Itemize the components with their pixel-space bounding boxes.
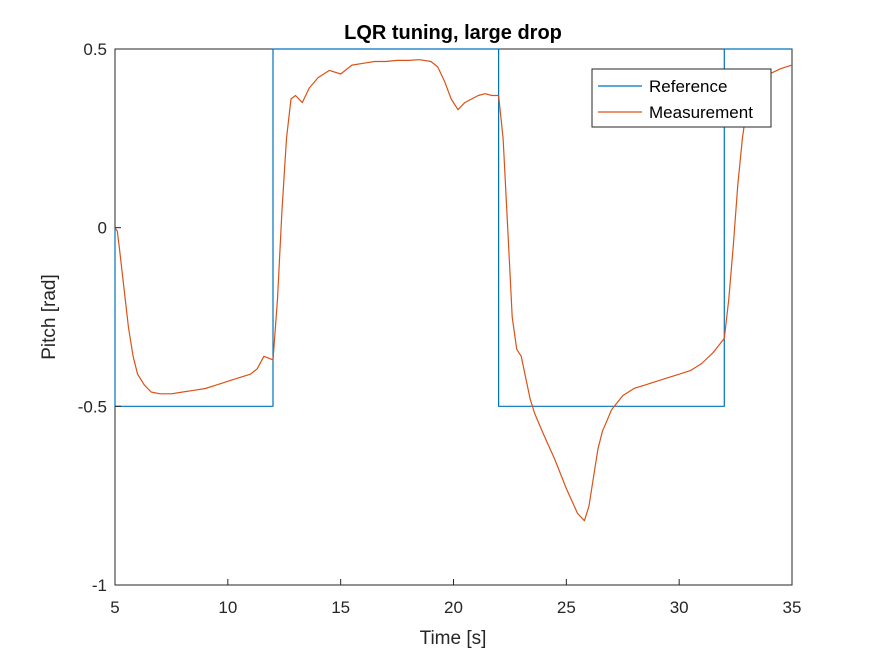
x-tick-label: 20 <box>444 598 463 617</box>
series-layer <box>114 48 793 522</box>
series-line-reference <box>114 48 792 407</box>
series-line-measurement <box>114 59 793 522</box>
x-tick-label: 30 <box>670 598 689 617</box>
legend-label-measurement: Measurement <box>649 103 753 122</box>
x-axis-title: Time [s] <box>420 628 487 649</box>
legend: Reference Measurement <box>591 68 772 128</box>
y-tick-label: 0 <box>98 219 107 238</box>
x-tick-label: 35 <box>783 598 802 617</box>
y-tick-label: -1 <box>92 576 107 595</box>
chart-title: LQR tuning, large drop <box>344 22 562 44</box>
ticks-layer: 5 10 15 20 25 30 35 -1 -0.5 0 0.5 <box>78 40 802 617</box>
x-tick-label: 10 <box>218 598 237 617</box>
y-tick-label: -0.5 <box>78 397 107 416</box>
plot-area: 5 10 15 20 25 30 35 -1 -0.5 0 0.5 <box>78 40 802 617</box>
x-tick-label: 25 <box>557 598 576 617</box>
y-tick-label: 0.5 <box>83 40 107 59</box>
y-axis-title: Pitch [rad] <box>39 274 60 360</box>
legend-box <box>591 68 772 128</box>
x-tick-label: 5 <box>110 598 119 617</box>
axes-box <box>114 48 793 586</box>
legend-label-reference: Reference <box>649 77 727 96</box>
x-tick-label: 15 <box>331 598 350 617</box>
